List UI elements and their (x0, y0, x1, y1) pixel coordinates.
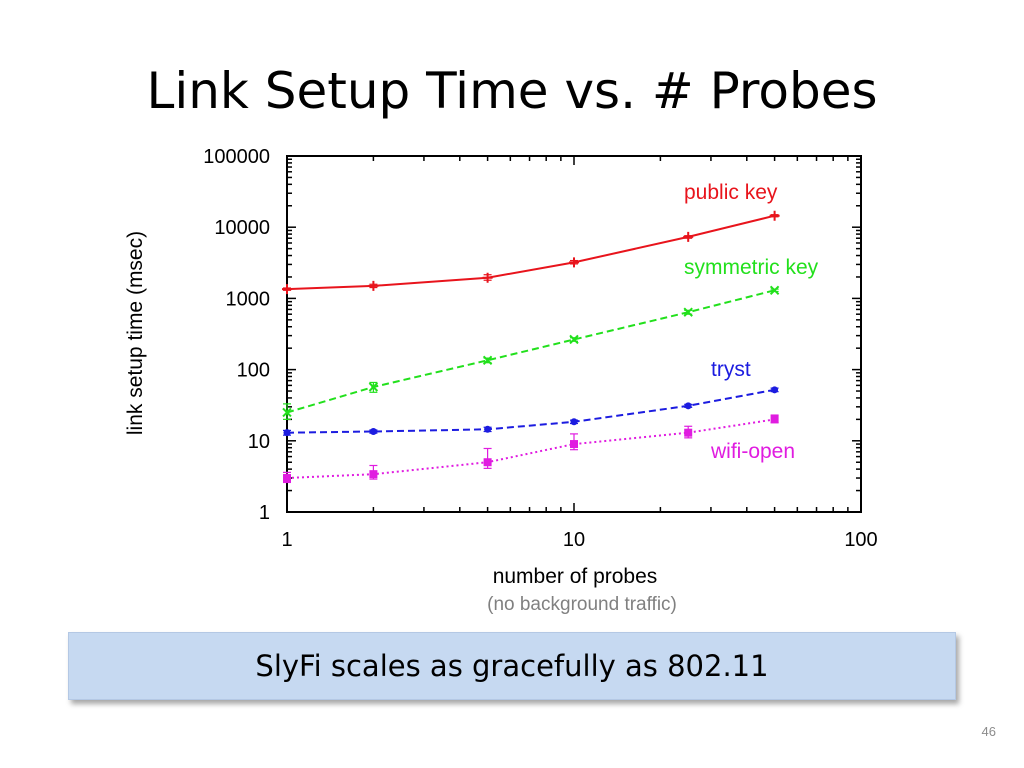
callout-box: SlyFi scales as gracefully as 802.11 (68, 632, 956, 700)
link-setup-time-chart: 1 10 100 1000 10000 100000 1 10 100 public key sy… (124, 146, 878, 615)
series-line-symmetric-key (286, 289, 775, 414)
data-point (369, 428, 377, 436)
data-point (484, 425, 492, 433)
series-label-symmetric-key: symmetric key (684, 256, 819, 279)
data-point (482, 355, 493, 366)
page-number: 46 (981, 724, 996, 739)
x-axis-label: number of probes (493, 565, 658, 588)
callout-text: SlyFi scales as gracefully as 802.11 (255, 649, 769, 683)
x-tick-label: 1 (281, 529, 292, 551)
series-label-wifi-open: wifi-open (710, 440, 795, 463)
data-point (684, 402, 692, 410)
data-point (282, 284, 292, 295)
data-point (684, 428, 693, 437)
y-tick-label: 1000 (226, 288, 271, 310)
data-point (769, 285, 780, 295)
series-layer (282, 210, 780, 484)
data-point (368, 280, 379, 291)
y-tick-label: 1 (259, 502, 270, 524)
data-point (482, 272, 493, 283)
tick-labels: 1 10 100 1000 10000 100000 1 10 100 (203, 146, 877, 551)
series-label-public-key: public key (684, 181, 778, 204)
x-tick-label: 100 (844, 529, 877, 551)
data-point (283, 429, 291, 437)
data-point (569, 334, 579, 345)
series-tryst (283, 386, 779, 437)
series-line-wifi-open (286, 418, 775, 479)
data-point (769, 210, 780, 221)
data-point (771, 386, 779, 394)
data-point (368, 382, 379, 392)
y-tick-label: 100000 (203, 146, 270, 168)
y-tick-label: 10000 (214, 217, 270, 239)
data-point (683, 231, 694, 242)
data-point (369, 470, 378, 479)
data-point (283, 474, 291, 483)
y-tick-label: 100 (237, 360, 270, 382)
series-label-tryst: tryst (711, 358, 751, 381)
data-point (483, 458, 492, 467)
x-tick-label: 10 (563, 529, 585, 551)
series-public-key (282, 210, 780, 295)
y-axis-label: link setup time (msec) (124, 231, 147, 435)
data-point (569, 257, 579, 268)
data-point (770, 415, 779, 424)
data-point (282, 407, 292, 418)
data-point (683, 307, 693, 317)
x-axis-note: (no background traffic) (487, 594, 677, 615)
series-labels: public key symmetric key tryst wifi-open (684, 181, 819, 463)
series-symmetric-key (282, 285, 780, 420)
slide-title: Link Setup Time vs. # Probes (146, 62, 878, 120)
series-line-tryst (286, 388, 775, 434)
series-line-public-key (286, 214, 775, 291)
y-tick-label: 10 (248, 431, 270, 453)
data-point (570, 440, 578, 449)
tick-marks (286, 155, 862, 513)
series-wifi-open (283, 414, 779, 484)
data-point (570, 418, 578, 426)
